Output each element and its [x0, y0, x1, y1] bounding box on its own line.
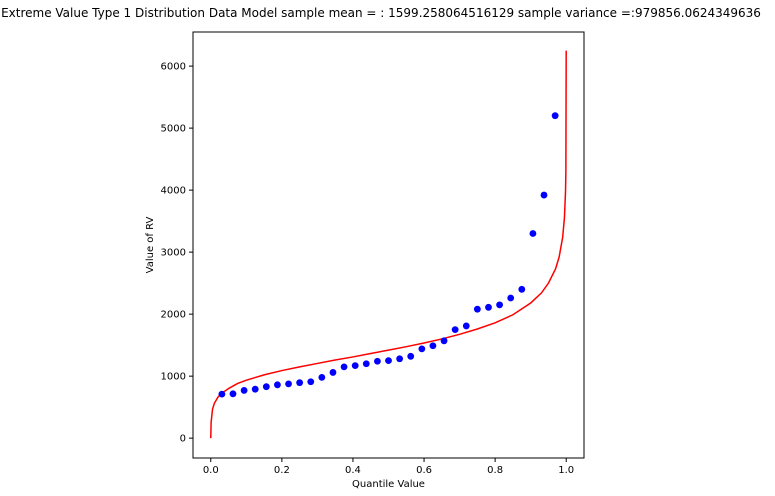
y-axis: 0 1000 2000 3000 4000 5000 6000 [161, 62, 193, 445]
data-point [262, 383, 270, 391]
data-point [418, 345, 426, 353]
data-point [218, 390, 226, 398]
data-point [496, 301, 503, 309]
data-point [374, 357, 381, 365]
data-point [229, 390, 237, 398]
y-tick-label: 5000 [161, 124, 186, 135]
y-tick-label: 4000 [161, 186, 186, 197]
data-point [274, 381, 281, 389]
data-point [285, 380, 292, 388]
data-point [351, 362, 359, 370]
x-axis: 0.0 0.2 0.4 0.6 0.8 1.0 [203, 458, 574, 476]
x-tick-label: 1.0 [558, 465, 574, 476]
x-tick-label: 0.6 [416, 465, 432, 476]
data-point [329, 369, 337, 376]
y-axis-label: Value of RV [145, 216, 156, 273]
data-point [451, 326, 459, 334]
data-point [340, 363, 348, 371]
x-tick-label: 0.8 [487, 465, 503, 476]
data-point [507, 294, 515, 302]
data-point [318, 373, 326, 381]
data-point [396, 355, 404, 363]
data-point [362, 360, 370, 368]
data-point [296, 379, 304, 387]
chart-title: Extreme Value Type 1 Distribution Data M… [1, 6, 761, 20]
data-point [429, 342, 437, 350]
data-point [551, 112, 559, 120]
y-tick-label: 6000 [161, 62, 186, 73]
y-tick-label: 3000 [161, 248, 186, 259]
plot-area [210, 50, 567, 439]
data-point [485, 303, 492, 311]
data-point [462, 322, 470, 330]
x-tick-label: 0.0 [203, 465, 219, 476]
data-point [307, 378, 315, 386]
data-point [407, 352, 415, 360]
fitted-curve-line [210, 50, 567, 439]
y-tick-label: 0 [180, 434, 186, 445]
data-point [518, 285, 526, 293]
x-axis-label: Quantile Value [352, 479, 425, 490]
x-tick-label: 0.4 [345, 465, 361, 476]
data-point [540, 191, 548, 199]
x-tick-label: 0.2 [274, 465, 290, 476]
data-point [529, 230, 537, 237]
data-point [240, 387, 248, 394]
axes-frame [192, 31, 585, 459]
y-tick-label: 2000 [161, 310, 186, 321]
data-point [473, 305, 481, 313]
data-point [251, 385, 259, 393]
data-point [385, 357, 392, 365]
data-point [440, 337, 448, 345]
y-tick-label: 1000 [161, 372, 186, 383]
